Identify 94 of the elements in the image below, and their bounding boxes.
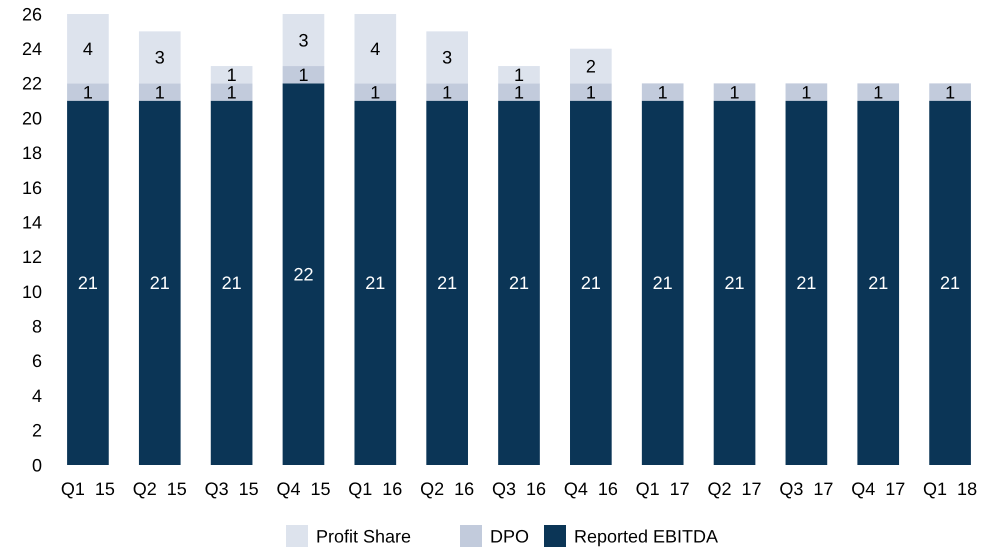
data-label: 1 — [154, 82, 165, 102]
y-tick-label: 14 — [22, 212, 42, 232]
bar — [498, 100, 540, 465]
bar — [857, 100, 900, 465]
bar — [642, 83, 684, 101]
data-label: 1 — [370, 82, 380, 102]
data-label: 1 — [586, 82, 596, 102]
data-label: 1 — [730, 82, 740, 102]
y-tick-label: 8 — [32, 316, 42, 337]
y-tick-label: 26 — [22, 4, 42, 24]
y-tick-label: 4 — [32, 386, 42, 406]
bar — [138, 31, 181, 84]
data-label: 22 — [293, 264, 314, 284]
bar — [67, 100, 109, 465]
y-tick-label: 0 — [32, 455, 42, 476]
data-label: 3 — [154, 48, 165, 68]
y-tick-label: 12 — [22, 247, 42, 268]
data-label: 21 — [78, 273, 98, 294]
bar — [282, 66, 324, 84]
x-tick-label: Q3 16 — [492, 479, 546, 499]
y-tick-label: 18 — [22, 143, 42, 164]
y-tick-label: 2 — [32, 420, 42, 441]
x-tick-label: Q4 15 — [276, 479, 330, 499]
bar — [857, 83, 900, 101]
bar — [786, 83, 828, 101]
bar — [498, 66, 540, 84]
y-tick-label: 6 — [32, 351, 42, 372]
y-tick-label: 10 — [22, 282, 42, 302]
y-tick-label: 22 — [22, 74, 42, 94]
bar — [210, 83, 252, 101]
bar — [210, 100, 252, 465]
bar — [282, 14, 324, 66]
data-label: 21 — [940, 273, 960, 294]
x-tick-label: Q1 18 — [923, 479, 978, 499]
data-label: 1 — [82, 82, 93, 102]
bar — [498, 83, 540, 101]
bar — [642, 100, 684, 465]
bar — [570, 48, 612, 84]
x-tick-label: Q1 17 — [636, 479, 690, 499]
legend-label: DPO — [490, 526, 530, 546]
bar — [714, 83, 756, 101]
data-label: 21 — [508, 273, 530, 294]
data-label: 21 — [652, 273, 673, 294]
bar — [570, 83, 612, 101]
x-tick-label: Q4 16 — [564, 479, 618, 499]
bar — [282, 83, 324, 465]
data-label: 21 — [868, 273, 888, 294]
bar — [426, 31, 468, 84]
bar — [210, 66, 252, 84]
data-label: 1 — [298, 65, 308, 86]
data-label: 21 — [150, 273, 170, 294]
data-label: 2 — [586, 56, 596, 76]
data-label: 1 — [873, 82, 884, 102]
data-label: 21 — [724, 273, 745, 294]
data-label: 3 — [298, 30, 308, 50]
x-tick-label: Q1 16 — [348, 479, 402, 499]
data-label: 3 — [442, 48, 452, 68]
data-label: 21 — [796, 273, 816, 294]
x-tick-label: Q2 15 — [132, 479, 187, 499]
y-tick-label: 16 — [22, 178, 42, 198]
bar — [138, 100, 181, 465]
bar — [67, 83, 109, 101]
bar — [354, 14, 396, 84]
legend-label: Reported EBITDA — [574, 526, 718, 546]
data-label: 21 — [222, 273, 242, 294]
bar — [929, 83, 971, 101]
data-label: 21 — [580, 273, 601, 294]
bar — [426, 83, 468, 101]
bar — [354, 100, 396, 465]
bar — [714, 100, 756, 465]
data-label: 1 — [801, 82, 812, 102]
data-label: 1 — [442, 82, 452, 102]
x-tick-label: Q1 15 — [60, 479, 115, 499]
bar — [67, 14, 109, 84]
x-tick-label: Q3 15 — [204, 479, 259, 499]
x-tick-label: Q4 17 — [851, 479, 906, 499]
y-tick-label: 20 — [22, 108, 42, 128]
data-label: 4 — [82, 38, 93, 59]
data-label: 1 — [658, 82, 668, 102]
data-label: 1 — [945, 82, 956, 102]
data-label: 21 — [365, 273, 386, 294]
bar — [929, 100, 971, 465]
bar — [354, 83, 396, 101]
x-tick-label: Q2 17 — [708, 479, 762, 499]
legend-label: Profit Share — [316, 526, 412, 546]
bar — [570, 100, 612, 465]
data-label: 21 — [437, 273, 458, 294]
bar — [786, 100, 828, 465]
data-label: 4 — [370, 38, 380, 59]
x-tick-label: Q3 17 — [779, 479, 834, 499]
y-tick-label: 24 — [22, 38, 42, 59]
x-tick-label: Q2 16 — [420, 479, 474, 499]
bar — [138, 83, 181, 101]
bar — [426, 100, 468, 465]
